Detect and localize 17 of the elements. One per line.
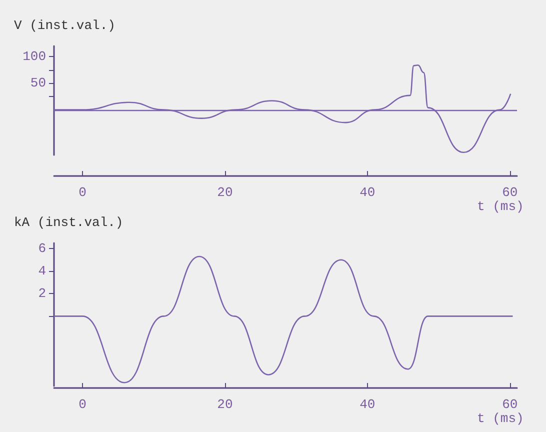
y-axis-title: V (inst.val.) [14, 18, 116, 33]
x-tick-label: 60 [502, 397, 518, 412]
x-tick-label: 40 [360, 185, 376, 200]
y-tick-label: 50 [30, 76, 46, 91]
x-tick-label: 0 [78, 397, 86, 412]
x-tick-label: 20 [217, 185, 233, 200]
y-tick-label: 2 [38, 286, 46, 302]
x-tick-label: 60 [502, 185, 518, 200]
x-axis-title: t (ms) [477, 199, 524, 214]
y-tick-label: 100 [22, 49, 46, 64]
x-axis-title: t (ms) [477, 411, 524, 426]
y-axis-title: kA (inst.val.) [14, 215, 124, 230]
x-tick-label: 20 [217, 397, 233, 412]
x-tick-label: 0 [78, 185, 86, 200]
y-tick-label: 4 [38, 264, 46, 279]
y-tick-label: 6 [38, 241, 46, 256]
x-tick-label: 40 [360, 397, 376, 412]
